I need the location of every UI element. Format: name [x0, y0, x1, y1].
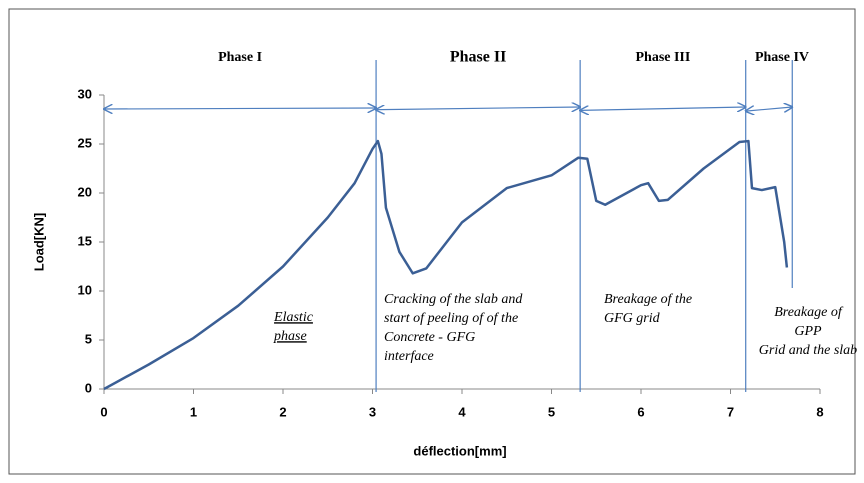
- phase-arrow: [580, 107, 746, 110]
- phase-label: Phase III: [635, 50, 690, 65]
- phase-description: start of peeling of of the: [384, 311, 518, 326]
- phase-description: interface: [384, 349, 434, 364]
- phase-description: Elastic: [273, 310, 314, 325]
- phase-description: Cracking of the slab and: [384, 292, 523, 307]
- x-tick-label: 2: [279, 404, 286, 419]
- phase-description: Breakage of the: [604, 292, 692, 307]
- frame: [8, 8, 856, 475]
- x-tick-label: 7: [727, 404, 734, 419]
- x-tick-label: 4: [458, 404, 466, 419]
- y-tick-label: 30: [78, 86, 92, 101]
- phase-label: Phase I: [218, 50, 262, 65]
- y-tick-label: 20: [78, 184, 92, 199]
- phase-label: Phase IV: [755, 50, 809, 65]
- x-tick-label: 5: [548, 404, 555, 419]
- y-tick-label: 0: [85, 380, 92, 395]
- y-tick-label: 5: [85, 331, 92, 346]
- phase-description: Concrete - GFG: [384, 330, 475, 345]
- phase-arrow: [104, 108, 376, 109]
- data-line: [103, 139, 789, 391]
- phase-description: Breakage of: [774, 305, 844, 320]
- x-tick-label: 0: [100, 404, 107, 419]
- phase-description: GFG grid: [604, 311, 661, 326]
- phase-label: Phase II: [450, 49, 506, 66]
- phase-arrow: [376, 107, 580, 110]
- x-tick-label: 1: [190, 404, 197, 419]
- phase-description: Grid and the slab: [759, 343, 857, 358]
- y-tick-label: 25: [78, 135, 92, 150]
- phase-description: GPP: [794, 324, 822, 339]
- x-axis-label: déflection[mm]: [413, 443, 506, 458]
- x-tick-label: 6: [637, 404, 644, 419]
- phase-arrow: [746, 107, 793, 111]
- x-tick-label: 3: [369, 404, 376, 419]
- phase-description: phase: [273, 329, 307, 344]
- y-tick-label: 10: [78, 282, 92, 297]
- x-tick-label: 8: [816, 404, 823, 419]
- y-tick-label: 15: [78, 233, 92, 248]
- y-axis-label: Load[KN]: [31, 213, 46, 272]
